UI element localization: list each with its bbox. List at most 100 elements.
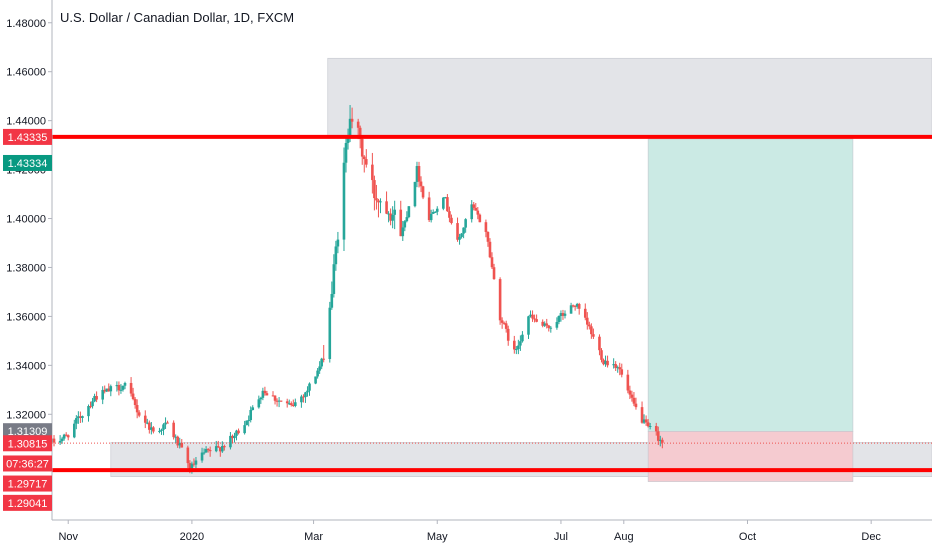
candle-body — [150, 427, 153, 430]
candle-body — [107, 388, 111, 392]
candle-body — [529, 314, 532, 317]
candle-body — [456, 223, 459, 240]
price-tick-label: 1.46000 — [6, 67, 46, 79]
candle-body — [346, 135, 350, 143]
candle-body — [519, 341, 522, 346]
price-tag-label: 1.43334 — [8, 158, 48, 170]
candle-body — [427, 197, 431, 221]
candle-body — [123, 382, 127, 386]
candle-body — [275, 400, 279, 402]
candle-body — [364, 159, 368, 165]
candle-body — [630, 394, 634, 398]
candle-body — [462, 227, 465, 234]
price-tag-label: 07:36:27 — [6, 458, 49, 470]
price-tick-label: 1.48000 — [6, 18, 46, 30]
candle-body — [229, 435, 232, 448]
candle-body — [474, 207, 478, 211]
price-tag-label: 1.31309 — [8, 426, 48, 438]
candle-body — [431, 212, 435, 214]
candle-body — [585, 317, 589, 325]
price-tag-label: 1.43335 — [8, 132, 48, 144]
candle-body — [588, 324, 591, 327]
candle-body — [640, 407, 644, 423]
candle-body — [444, 197, 447, 199]
candle-body — [527, 316, 530, 335]
candle-body — [358, 127, 362, 139]
candle-body — [135, 405, 139, 413]
candle-body — [133, 399, 137, 406]
time-tick-label: May — [427, 531, 448, 543]
candle-body — [557, 315, 561, 322]
candle-body — [308, 383, 311, 391]
candle-body — [119, 389, 123, 391]
candle-body — [316, 370, 319, 377]
candle-body — [73, 423, 76, 438]
candle-body — [115, 385, 119, 387]
candle-body — [620, 369, 624, 375]
candle-body — [498, 279, 502, 321]
candle-body — [517, 345, 520, 350]
candle-body — [391, 214, 394, 221]
resistance-zone[interactable] — [327, 57, 932, 137]
price-tag-label: 1.29717 — [8, 479, 48, 491]
stop-zone[interactable] — [647, 431, 854, 482]
candle-body — [66, 435, 70, 438]
candle-body — [101, 389, 104, 400]
candle-body — [549, 327, 553, 329]
candle-body — [547, 325, 551, 328]
time-axis-background[interactable] — [52, 520, 932, 550]
candle-body — [393, 209, 396, 215]
time-tick-label: Oct — [739, 531, 756, 543]
candle-body — [180, 442, 184, 448]
horizontal-lines[interactable] — [52, 134, 932, 473]
candle-body — [273, 395, 277, 401]
time-tick-label: Jul — [554, 531, 568, 543]
candle-body — [174, 436, 177, 438]
candle-body — [442, 197, 445, 209]
candle-body — [265, 393, 269, 396]
candle-body — [389, 213, 392, 221]
candle-body — [373, 180, 376, 199]
candle-body — [350, 118, 354, 122]
candle-body — [81, 416, 84, 418]
candle-body — [314, 376, 317, 384]
candle-body — [362, 156, 366, 160]
candle-body — [93, 396, 96, 402]
candle-body — [162, 424, 165, 430]
candle-body — [158, 430, 161, 432]
candle-body — [571, 305, 575, 307]
candle-body — [231, 435, 234, 439]
drawing-boxes[interactable] — [110, 57, 932, 482]
candle-body — [658, 439, 662, 441]
target-zone[interactable] — [647, 138, 854, 432]
candle-body — [598, 336, 601, 351]
candle-body — [417, 166, 421, 182]
candle-body — [332, 264, 336, 294]
candle-body — [243, 425, 246, 434]
candle-body — [661, 439, 664, 443]
candle-body — [192, 463, 196, 465]
candle-body — [208, 450, 212, 452]
candle-body — [360, 138, 364, 157]
candle-body — [405, 217, 409, 222]
candle-body — [403, 221, 407, 228]
candle-body — [289, 403, 293, 406]
price-tag-background — [3, 475, 52, 492]
candle-body — [407, 206, 411, 218]
candle-body — [322, 358, 326, 360]
candle-body — [249, 409, 253, 421]
candle-body — [612, 364, 615, 366]
candle-body — [654, 426, 658, 432]
candle-body — [486, 231, 490, 242]
candle-body — [535, 319, 538, 322]
candle-body — [279, 400, 283, 402]
candle-body — [634, 403, 638, 408]
candle-body — [541, 321, 544, 326]
candle-body — [263, 390, 267, 394]
candle-body — [121, 385, 125, 390]
candle-body — [287, 403, 291, 405]
candle-body — [460, 233, 463, 237]
candle-body — [506, 328, 510, 341]
